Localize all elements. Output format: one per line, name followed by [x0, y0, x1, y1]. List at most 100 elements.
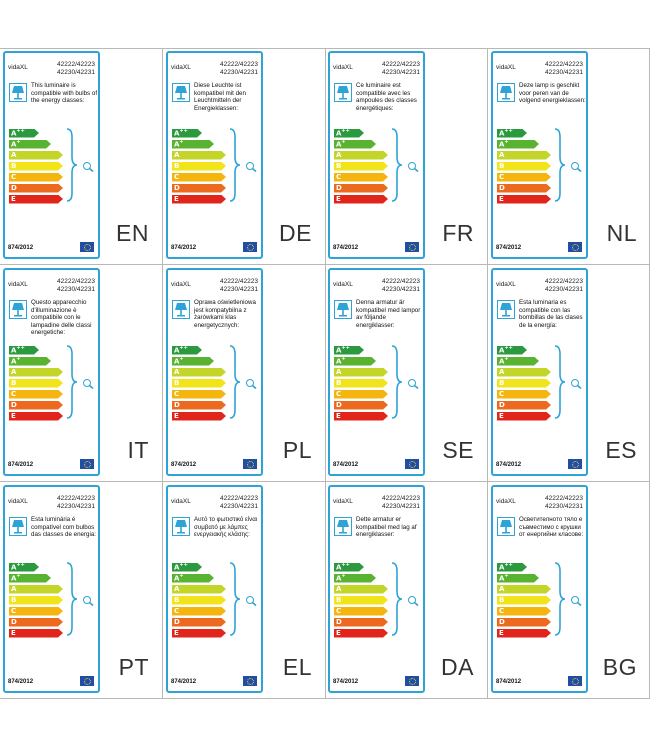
energy-class-label: A	[336, 563, 342, 572]
energy-class-letter: A	[497, 151, 504, 159]
energy-class-row: E	[9, 194, 63, 204]
energy-class-letter: C	[497, 173, 504, 181]
energy-class-row: C	[497, 172, 551, 182]
model-line: 42222/42223	[220, 278, 258, 285]
energy-label-cell: vidaXL 42222/42223 42230/42231 Questo appar…	[0, 265, 163, 481]
energy-class-row: A	[9, 150, 63, 160]
energy-class-row: A+	[172, 573, 214, 583]
energy-label-cell: vidaXL 42222/42223 42230/42231 Αυτό το φωτι…	[163, 482, 326, 698]
energy-class-arrow: E	[497, 412, 551, 421]
energy-class-label: D	[174, 401, 180, 409]
energy-label-card: vidaXL 42222/42223 42230/42231 Diese Leucht…	[166, 51, 263, 259]
energy-class-arrow: A++	[497, 346, 527, 355]
brand-name: vidaXL	[496, 64, 516, 71]
energy-class-letter: C	[9, 607, 16, 615]
energy-class-row: A+	[9, 573, 51, 583]
energy-class-plus: +	[179, 356, 184, 363]
brace-icon	[65, 344, 79, 425]
eu-flag-icon	[405, 676, 419, 686]
energy-class-plus: ++	[341, 128, 350, 135]
energy-class-label: A	[336, 140, 342, 149]
lamp-icon	[334, 300, 352, 319]
energy-class-letter: C	[334, 173, 341, 181]
brand-name: vidaXL	[496, 281, 516, 288]
energy-class-label: A	[11, 346, 17, 355]
energy-class-label: A	[174, 151, 180, 159]
energy-class-plus: ++	[16, 562, 25, 569]
energy-class-arrow: E	[9, 629, 63, 638]
bulb-icon	[407, 160, 421, 178]
energy-class-arrow: E	[334, 629, 388, 638]
energy-class-arrow: A+	[497, 357, 539, 366]
energy-class-letter: D	[497, 184, 505, 192]
energy-class-arrow: A	[172, 368, 226, 377]
energy-class-arrow: B	[9, 379, 63, 388]
eu-flag-icon	[405, 459, 419, 469]
energy-class-row: A	[172, 584, 226, 594]
grid-divider	[0, 698, 650, 699]
energy-class-letter: A+	[9, 573, 21, 582]
energy-class-letter: E	[334, 195, 341, 203]
regulation-number: 874/2012	[333, 245, 359, 251]
language-code: IT	[127, 437, 149, 463]
energy-class-arrow: E	[334, 195, 388, 204]
energy-class-letter: A++	[497, 345, 513, 354]
energy-class-label: A	[11, 585, 17, 593]
energy-class-label: A	[174, 563, 180, 572]
energy-label-card: vidaXL 42222/42223 42230/42231 Denna armatu…	[328, 268, 425, 476]
energy-class-label: C	[174, 607, 180, 615]
energy-class-label: D	[11, 184, 17, 192]
bulb-icon	[82, 160, 96, 178]
energy-class-label: C	[499, 607, 505, 615]
energy-label-card: vidaXL 42222/42223 42230/42231 Esta luminár…	[3, 485, 100, 693]
energy-class-row: A++	[9, 345, 39, 355]
bulb-icon	[407, 594, 421, 612]
eu-flag-icon	[80, 676, 94, 686]
model-line: 42230/42231	[545, 286, 583, 293]
energy-class-letter: A	[172, 368, 179, 376]
energy-class-letter: A++	[9, 345, 25, 354]
energy-class-label: A	[499, 346, 505, 355]
energy-class-label: A	[499, 357, 505, 366]
energy-class-arrow: A+	[9, 574, 51, 583]
energy-class-letter: D	[334, 401, 342, 409]
energy-class-letter: D	[9, 184, 17, 192]
energy-class-letter: A	[334, 368, 341, 376]
energy-class-row: C	[497, 606, 551, 616]
energy-class-row: D	[172, 183, 226, 193]
energy-class-arrow: D	[9, 618, 63, 627]
energy-class-row: D	[172, 400, 226, 410]
energy-class-arrow: E	[334, 412, 388, 421]
energy-class-row: A++	[172, 562, 202, 572]
energy-class-plus: ++	[504, 562, 513, 569]
energy-class-letter: A++	[172, 345, 188, 354]
energy-class-row: A++	[9, 128, 39, 138]
energy-class-label: A	[336, 585, 342, 593]
lamp-icon	[497, 300, 515, 319]
energy-class-row: C	[334, 172, 388, 182]
energy-class-label: D	[336, 618, 342, 626]
lamp-icon	[172, 300, 190, 319]
energy-label-cell: vidaXL 42222/42223 42230/42231 Deze lamp is…	[488, 48, 650, 264]
energy-class-arrow: C	[9, 390, 63, 399]
energy-class-label: A	[499, 129, 505, 138]
energy-class-label: A	[336, 357, 342, 366]
energy-class-arrow: A	[9, 585, 63, 594]
regulation-number: 874/2012	[496, 679, 522, 685]
energy-class-arrow: B	[9, 596, 63, 605]
energy-class-row: E	[497, 411, 551, 421]
energy-class-arrow: A+	[9, 357, 51, 366]
bulb-icon	[570, 377, 584, 395]
energy-class-letter: A	[172, 151, 179, 159]
regulation-number: 874/2012	[8, 245, 34, 251]
energy-class-label: D	[499, 184, 505, 192]
energy-class-arrow: D	[9, 401, 63, 410]
energy-class-row: A++	[9, 562, 39, 572]
brace-icon	[553, 344, 567, 425]
energy-class-row: B	[497, 161, 551, 171]
energy-class-arrow: A	[334, 368, 388, 377]
energy-class-label: D	[174, 618, 180, 626]
energy-class-label: A	[499, 563, 505, 572]
energy-class-arrow: C	[9, 173, 63, 182]
energy-class-letter: A++	[497, 562, 513, 571]
